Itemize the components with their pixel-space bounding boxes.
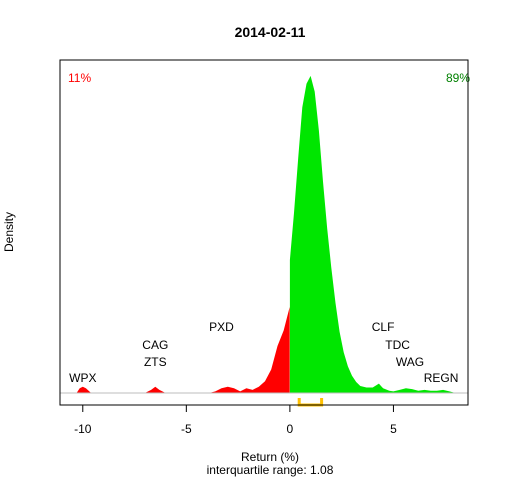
plot-frame xyxy=(59,59,469,406)
negative-density-area xyxy=(70,306,290,393)
x-tick-label: 0 xyxy=(287,422,294,436)
density-areas xyxy=(70,75,456,394)
x-axis: -10 -5 0 5 xyxy=(74,405,397,436)
ticker-label-wpx: WPX xyxy=(69,371,96,385)
positive-share: 89% xyxy=(446,71,470,85)
ticker-label-wag: WAG xyxy=(396,355,424,369)
ticker-label-clf: CLF xyxy=(372,320,395,334)
x-tick-label: -10 xyxy=(74,422,92,436)
chart-title: 2014-02-11 xyxy=(235,24,306,40)
iqr-caption: interquartile range: 1.08 xyxy=(207,463,334,477)
ticker-label-zts: ZTS xyxy=(144,355,167,369)
iqr-bracket xyxy=(297,398,324,407)
negative-share: 11% xyxy=(68,71,91,85)
x-tick-label: -5 xyxy=(181,422,192,436)
x-axis-label: Return (%) xyxy=(241,450,299,464)
ticker-label-regn: REGN xyxy=(424,371,459,385)
y-axis-label: Density xyxy=(2,212,16,252)
positive-density-area xyxy=(289,75,456,394)
x-tick-label: 5 xyxy=(390,422,397,436)
ticker-label-cag: CAG xyxy=(142,338,168,352)
ticker-label-pxd: PXD xyxy=(209,320,234,334)
ticker-label-tdc: TDC xyxy=(385,338,410,352)
